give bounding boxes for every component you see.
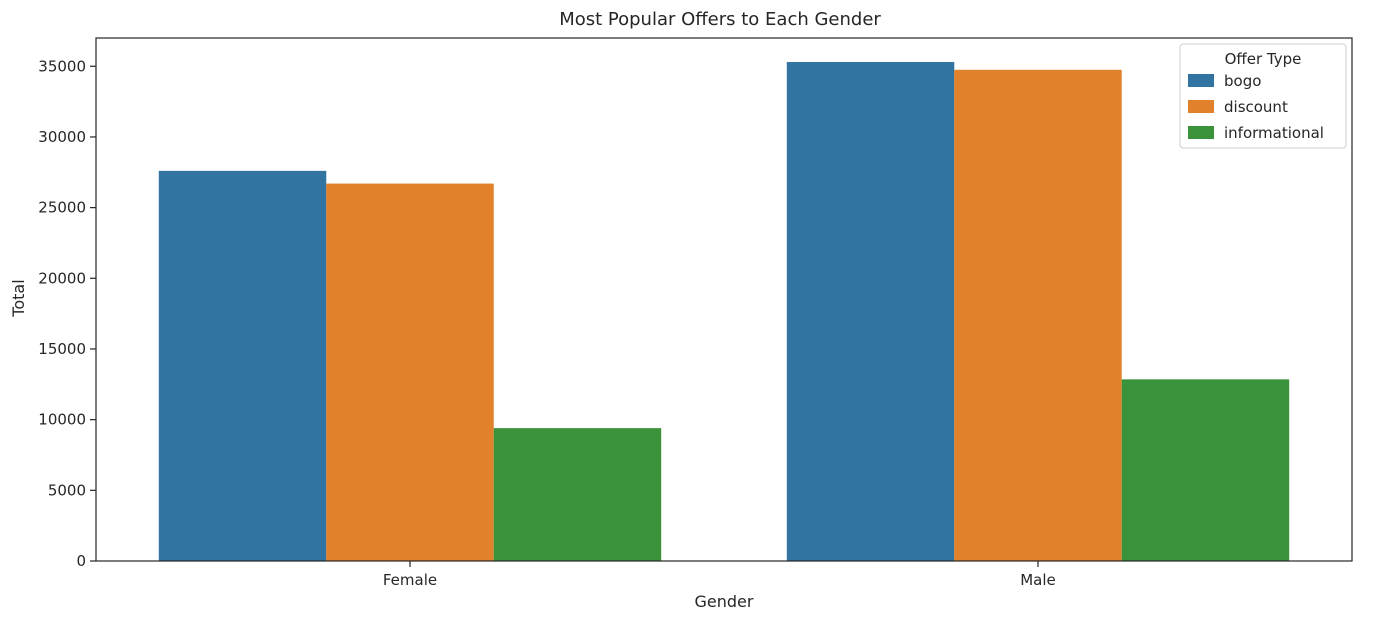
x-axis: Female Male xyxy=(383,561,1056,589)
legend-swatch-bogo xyxy=(1188,74,1214,87)
chart-title: Most Popular Offers to Each Gender xyxy=(559,9,881,30)
bar-informational-female xyxy=(493,428,662,561)
legend-box xyxy=(1179,43,1347,149)
bar-discount-male xyxy=(954,69,1122,562)
bar-discount-female xyxy=(326,183,494,561)
y-tick-label-5000: 5000 xyxy=(48,481,86,499)
y-axis-label: Total xyxy=(9,279,28,317)
bar-bogo-male xyxy=(786,62,955,561)
legend-swatch-discount xyxy=(1188,100,1214,113)
bar-bogo-female xyxy=(158,170,327,561)
legend-swatch-informational xyxy=(1188,126,1214,139)
y-tick-label-35000: 35000 xyxy=(38,57,86,75)
y-tick-label-10000: 10000 xyxy=(38,411,86,429)
bars-group xyxy=(158,62,1290,562)
y-tick-label-20000: 20000 xyxy=(38,269,86,287)
legend: Offer Type bogo discount informational xyxy=(1179,43,1347,149)
y-axis: 0 5000 10000 15000 20000 25000 30000 35000 xyxy=(38,57,96,570)
x-tick-label-female: Female xyxy=(383,571,437,589)
x-tick-label-male: Male xyxy=(1020,571,1056,589)
legend-title: Offer Type xyxy=(1225,50,1302,68)
y-tick-label-0: 0 xyxy=(76,552,86,570)
legend-label-bogo: bogo xyxy=(1224,72,1261,90)
y-tick-label-15000: 15000 xyxy=(38,340,86,358)
legend-label-informational: informational xyxy=(1224,124,1324,142)
y-tick-label-30000: 30000 xyxy=(38,128,86,146)
y-tick-label-25000: 25000 xyxy=(38,199,86,217)
plot-frame xyxy=(95,37,1353,562)
legend-items: bogo discount informational xyxy=(1188,72,1324,142)
bar-informational-male xyxy=(1121,379,1290,561)
x-axis-label: Gender xyxy=(695,592,754,611)
legend-label-discount: discount xyxy=(1224,98,1288,116)
